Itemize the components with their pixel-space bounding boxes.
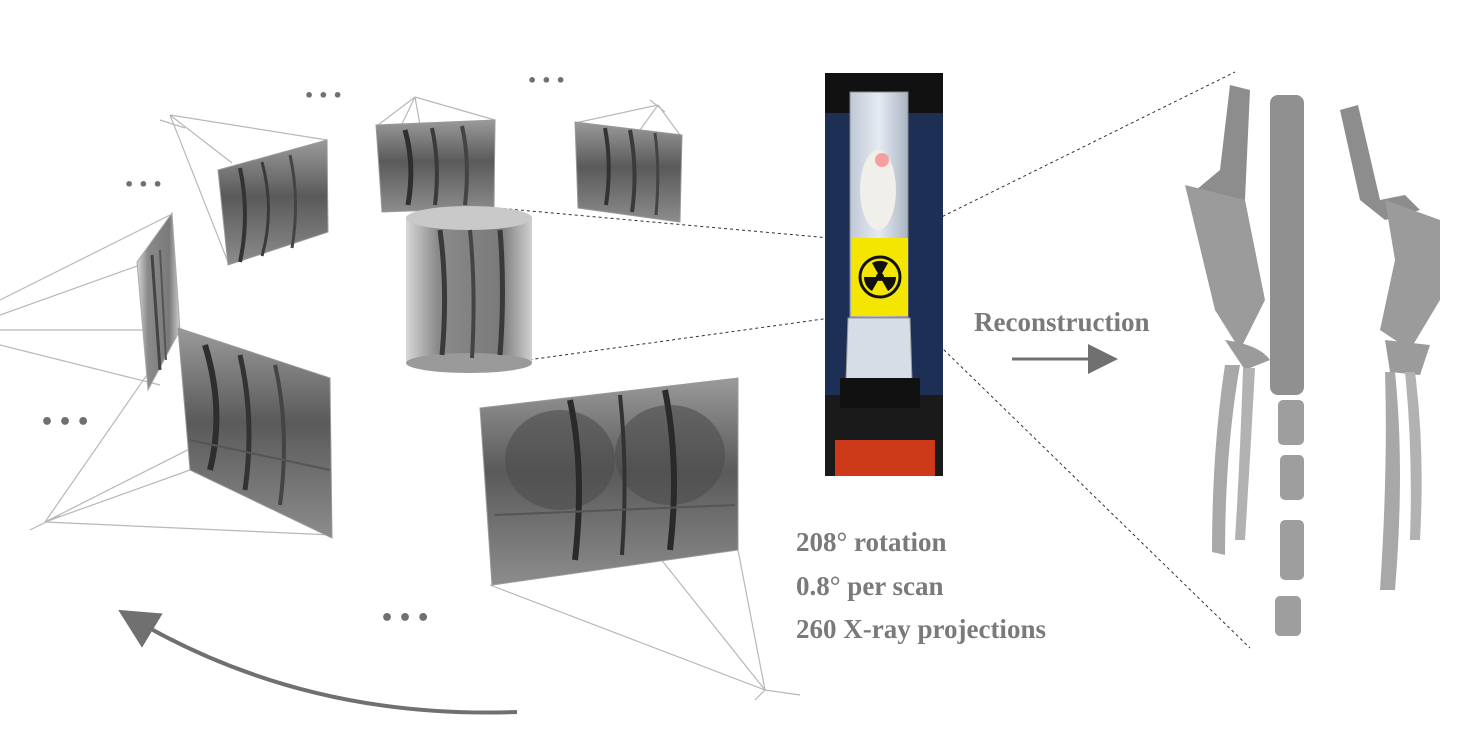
projection-panel-left-large: [177, 327, 333, 539]
projection-panel-left-narrow: [136, 211, 181, 392]
projection-panel-right-top: [574, 121, 683, 223]
ray-lines: [0, 96, 801, 701]
reconstruction-label: Reconstruction: [974, 307, 1150, 337]
ellipsis-marker: •••: [124, 175, 167, 194]
scanner-photo: [825, 73, 943, 476]
ellipsis-marker: •••: [527, 71, 570, 90]
zoom-lines: [469, 71, 1251, 649]
projection-panel-center-top: [375, 119, 496, 213]
radiation-trefoil-icon: [858, 255, 902, 299]
stat-step: 0.8° per scan: [796, 571, 944, 601]
curved-rotation-arrow-icon: [118, 609, 518, 715]
projection-panel-left-top: [217, 139, 329, 266]
ellipsis-marker: •••: [304, 86, 347, 105]
stat-projections: 260 X-ray projections: [796, 614, 1046, 644]
reconstruction-render: [1185, 85, 1440, 636]
ellipsis-marker: •••: [40, 410, 95, 435]
projection-panel-bottom-large: [479, 377, 739, 586]
stat-rotation: 208° rotation: [796, 527, 947, 557]
mouse: [860, 150, 896, 230]
projection-cylinder-center: [406, 206, 532, 373]
ellipsis-marker: •••: [380, 606, 435, 631]
